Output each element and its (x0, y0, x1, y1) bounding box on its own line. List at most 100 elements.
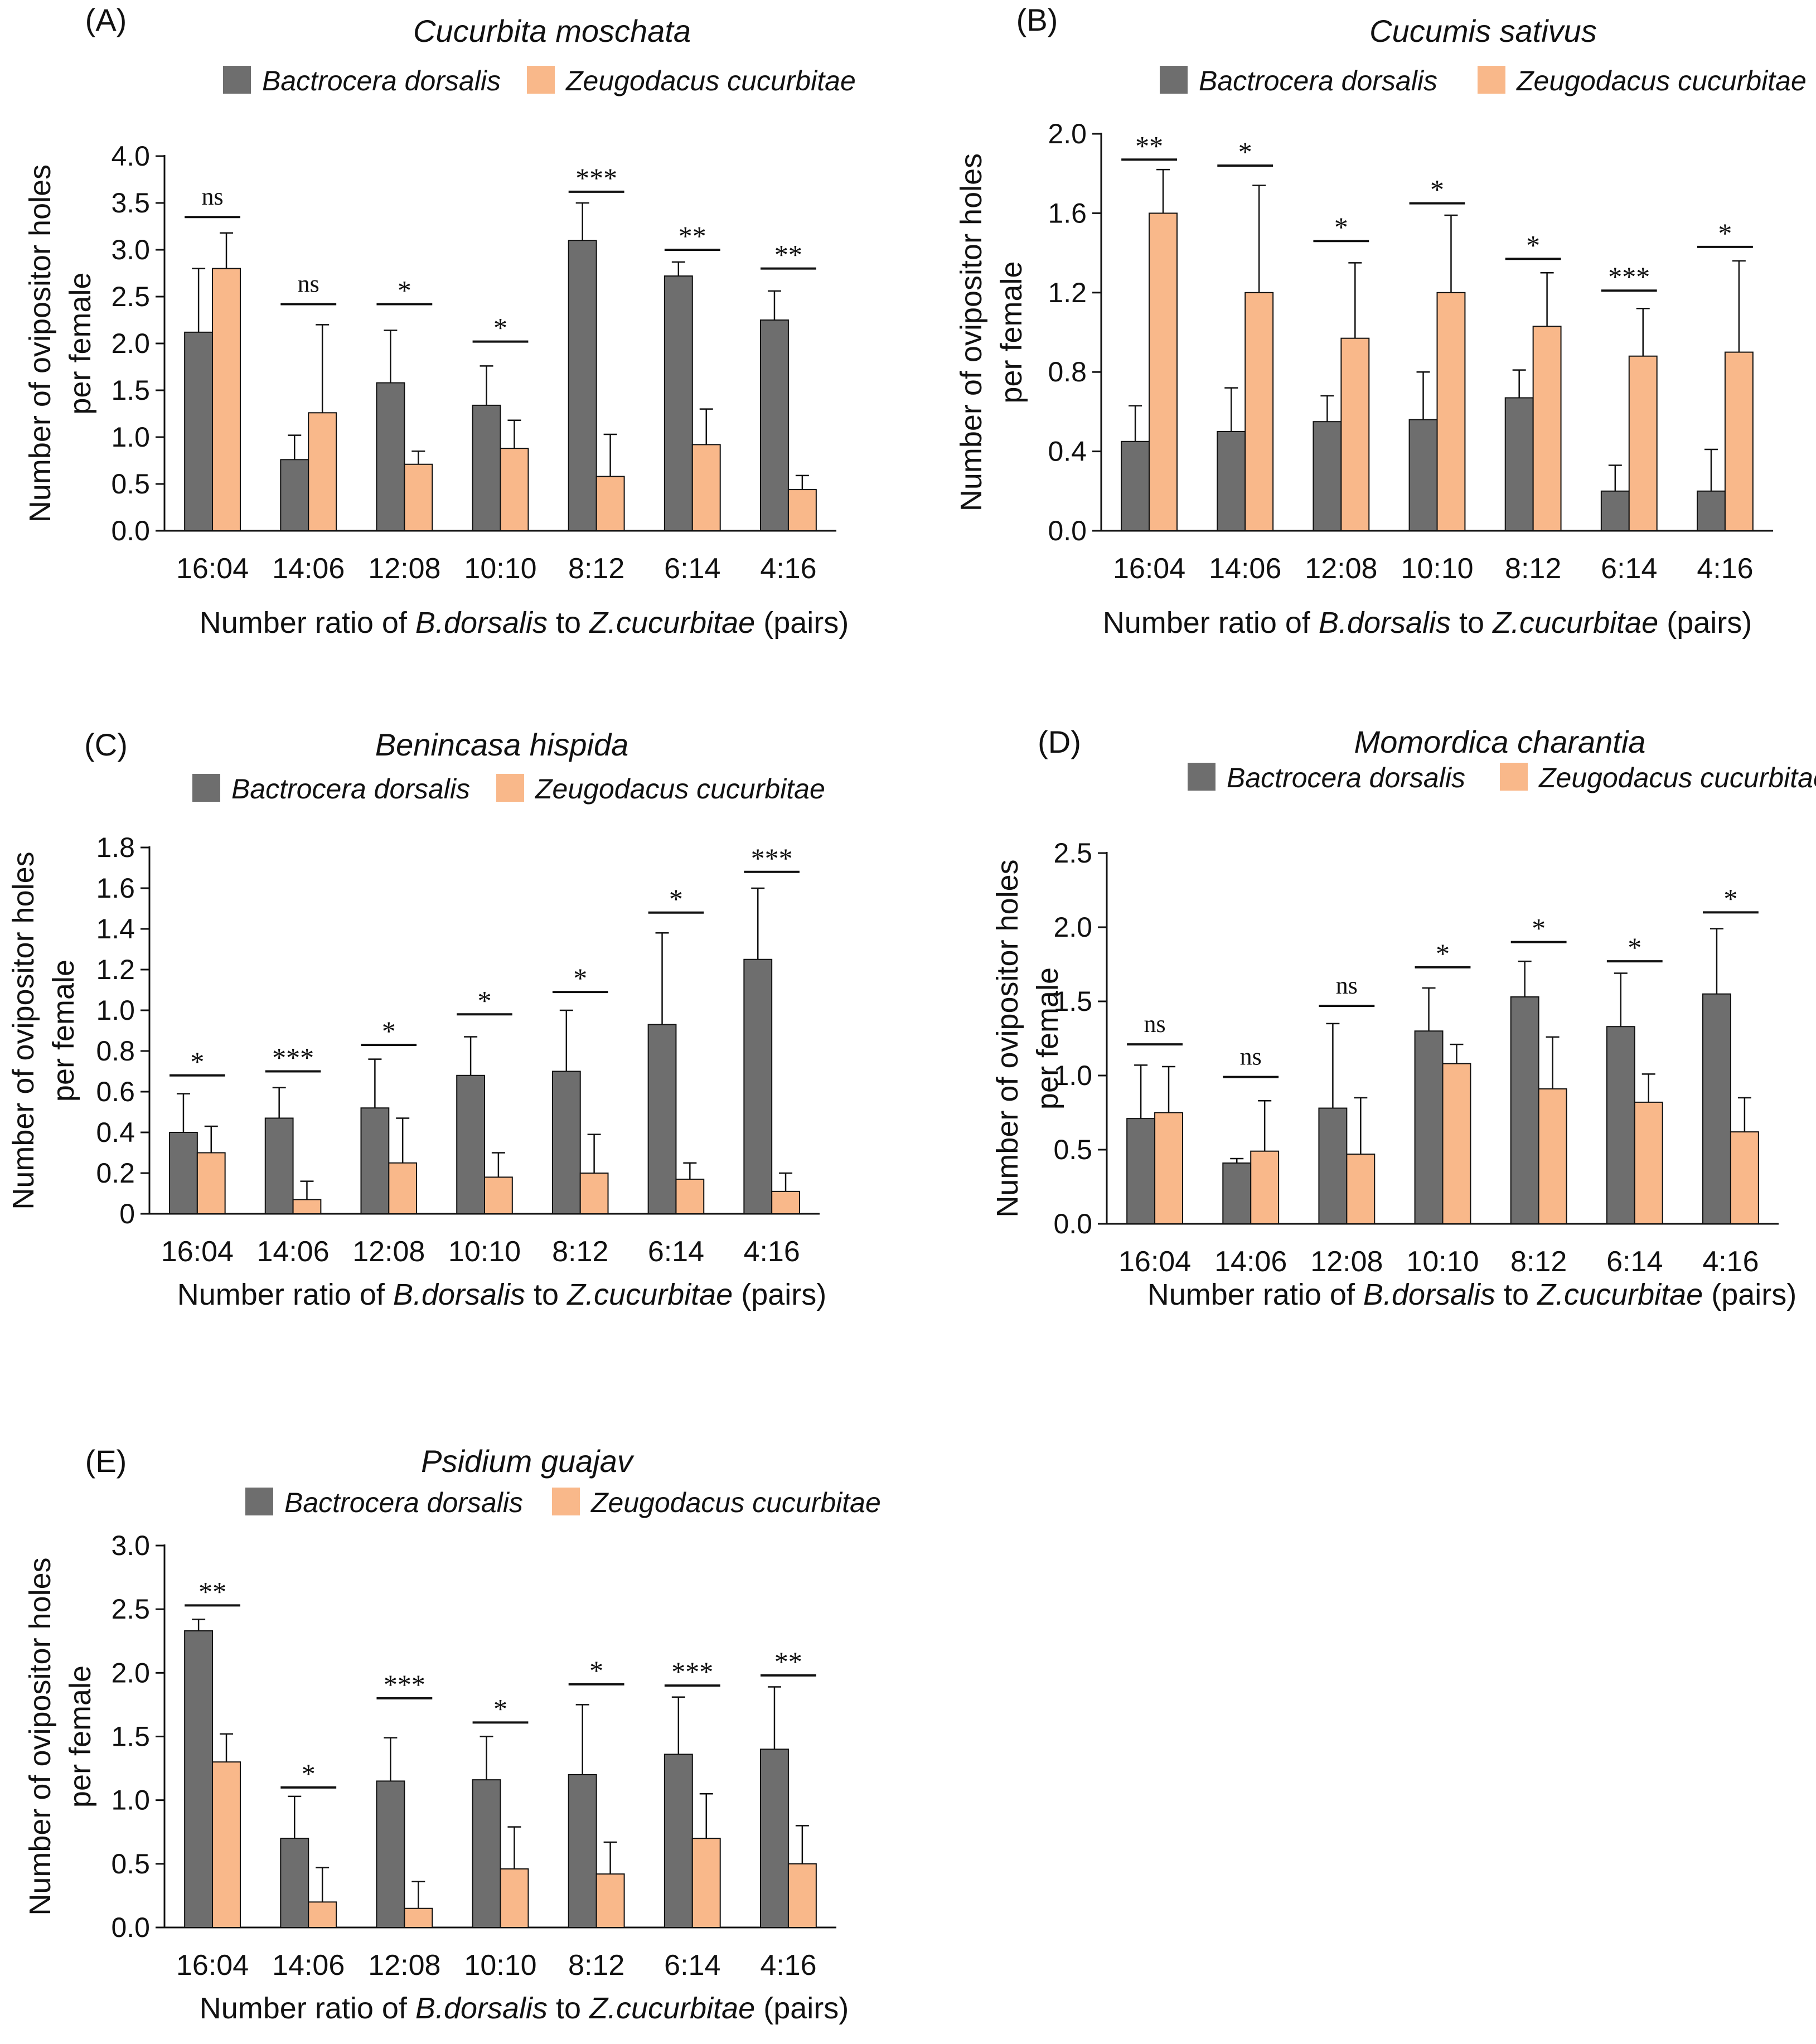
bar-zeugodacus (675, 1178, 705, 1214)
x-tick-label: 8:12 (1505, 553, 1561, 585)
x-tick-label: 10:10 (448, 1236, 521, 1268)
x-tick-label: 16:04 (1118, 1246, 1191, 1278)
bar-bactrocera (1606, 1026, 1635, 1224)
legend-swatch-zeugodacus (1500, 763, 1528, 791)
y-tick-label: 2.0 (1053, 912, 1092, 943)
significance-label: ns (202, 183, 224, 210)
y-axis-title: Number of ovipositor holes per female (955, 153, 1028, 511)
bar-zeugodacus (771, 1190, 800, 1215)
legend-swatch-zeugodacus (1478, 66, 1505, 94)
x-tick-label: 14:06 (272, 553, 345, 585)
bar-zeugodacus (196, 1152, 226, 1214)
y-tick-label: 1.2 (96, 954, 135, 985)
significance-label: *** (272, 1042, 314, 1073)
legend-swatch-bactrocera (245, 1488, 273, 1515)
y-axis-title-line1: Number of ovipositor holes (7, 851, 40, 1209)
bar-bactrocera (1414, 1030, 1444, 1224)
y-tick-label: 3.5 (111, 187, 150, 219)
x-axis-title: Number ratio of B.dorsalis to Z.cucurbit… (1147, 1278, 1796, 1311)
x-tick-label: 4:16 (1697, 553, 1753, 585)
bar-bactrocera (1222, 1162, 1252, 1224)
significance-label: ns (1336, 972, 1358, 999)
significance-label: *** (384, 1669, 425, 1700)
y-tick-label: 1.0 (96, 995, 135, 1026)
x-tick-label: 4:16 (744, 1236, 800, 1268)
x-tick-label: 10:10 (1401, 553, 1473, 585)
x-tick-label: 6:14 (664, 1949, 720, 1982)
chart-title: Benincasa hispida (375, 727, 629, 762)
bar-zeugodacus (1340, 337, 1370, 531)
x-tick-label: 16:04 (1113, 553, 1185, 585)
significance-label: * (669, 883, 683, 914)
significance-label: * (1723, 883, 1737, 914)
y-axis-title-line2: per female (1031, 967, 1064, 1110)
bar-bactrocera (1600, 490, 1630, 531)
significance-label: * (1436, 938, 1450, 969)
x-tick-label: 14:06 (272, 1949, 345, 1982)
legend-label-bactrocera: Bactrocera dorsalis (262, 65, 501, 96)
y-tick-label: 0.5 (111, 1848, 150, 1880)
y-tick-label: 0.5 (111, 468, 150, 500)
bar-bactrocera (760, 1748, 789, 1928)
y-tick-label: 0 (119, 1198, 135, 1229)
bar-zeugodacus (1149, 212, 1178, 531)
y-tick-label: 2.5 (111, 1593, 150, 1625)
bar-bactrocera (1697, 490, 1726, 531)
significance-label: ** (1135, 130, 1163, 161)
y-axis-title-line1: Number of ovipositor holes (991, 859, 1024, 1217)
bar-bactrocera (568, 240, 597, 531)
x-tick-label: 6:14 (1601, 553, 1657, 585)
x-tick-label: 6:14 (1606, 1246, 1663, 1278)
significance-label: ** (198, 1576, 226, 1607)
legend-swatch-bactrocera (192, 774, 220, 802)
significance-label: * (1532, 913, 1546, 944)
x-axis-title-species2: Z.cucurbitae (1536, 1278, 1703, 1311)
y-axis-title-line1: Number of ovipositor holes (23, 164, 57, 522)
bar-bactrocera (760, 319, 789, 531)
bar-bactrocera (472, 1779, 501, 1928)
x-tick-label: 10:10 (464, 1949, 536, 1982)
y-tick-label: 2.5 (1053, 837, 1092, 869)
x-axis-title-part: (pairs) (755, 1992, 849, 2025)
bar-bactrocera (360, 1107, 390, 1214)
x-tick-label: 14:06 (1209, 553, 1281, 585)
y-tick-label: 0.0 (111, 515, 150, 546)
x-axis-title-part: to (548, 1992, 589, 2025)
bar-bactrocera (280, 1838, 309, 1929)
bar-zeugodacus (595, 476, 625, 531)
x-tick-label: 14:06 (257, 1236, 330, 1268)
legend-swatch-bactrocera (1160, 66, 1188, 94)
chart-title: Psidium guajav (421, 1444, 635, 1479)
legend-label-bactrocera: Bactrocera dorsalis (1199, 65, 1437, 96)
y-tick-label: 1.2 (1048, 277, 1087, 308)
chart-panel-a: (A) Cucurbita moschata Bactrocera dorsalis… (23, 2, 856, 640)
x-axis-title-species1: B.dorsalis (1319, 606, 1451, 640)
bar-zeugodacus (404, 463, 433, 531)
bar-zeugodacus (404, 1907, 433, 1928)
bar-zeugodacus (308, 1901, 337, 1928)
bar-zeugodacus (691, 444, 721, 531)
bar-bactrocera (280, 459, 309, 532)
significance-label: * (1238, 136, 1252, 167)
panel-label: (E) (85, 1444, 127, 1479)
x-axis-title-part: to (525, 1278, 567, 1311)
y-tick-label: 1.6 (96, 873, 135, 904)
bar-zeugodacus (212, 1761, 241, 1929)
x-tick-label: 10:10 (464, 553, 536, 585)
chart-panel-b: (B) Cucumis sativus Bactrocera dorsalis Zeu… (955, 2, 1807, 640)
y-tick-label: 2.0 (111, 1657, 150, 1688)
y-tick-label: 0.4 (96, 1117, 135, 1148)
significance-label: * (493, 312, 507, 343)
y-axis-title: Number of ovipositor holes per female (23, 1557, 97, 1915)
y-tick-label: 0.0 (1048, 515, 1087, 546)
bar-bactrocera (1318, 1107, 1348, 1225)
x-tick-label: 6:14 (664, 553, 720, 585)
bar-bactrocera (568, 1774, 597, 1928)
y-axis-title: Number of ovipositor holes per female (23, 164, 97, 522)
bar-bactrocera (184, 331, 214, 532)
x-tick-label: 12:08 (368, 553, 440, 585)
y-tick-label: 0.8 (1048, 356, 1087, 388)
significance-label: *** (575, 162, 617, 193)
